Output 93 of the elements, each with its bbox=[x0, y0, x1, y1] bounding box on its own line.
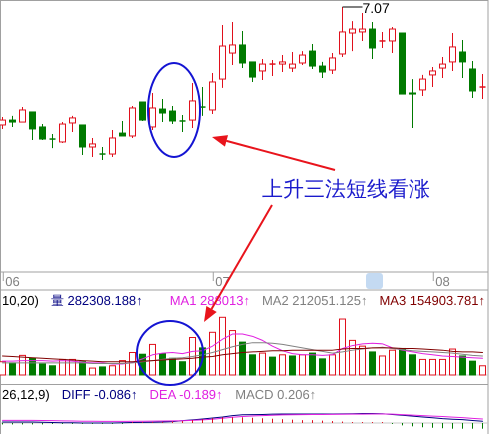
bar bbox=[39, 364, 46, 376]
candlestick bbox=[319, 61, 326, 78]
x-tick-label: 06 bbox=[5, 274, 20, 289]
chart-title: 10,20) bbox=[2, 293, 39, 308]
bar bbox=[279, 354, 286, 376]
candlestick bbox=[79, 124, 86, 156]
bar bbox=[379, 355, 386, 376]
bar bbox=[219, 316, 226, 376]
text: 量 282308.188↑ bbox=[50, 293, 143, 308]
bar bbox=[349, 340, 356, 376]
bar bbox=[239, 342, 246, 376]
bar bbox=[439, 358, 446, 376]
candlestick bbox=[69, 115, 76, 132]
series-label: DEA -0.189↑ bbox=[150, 387, 223, 402]
text: MA3 154903.781↑ bbox=[379, 293, 486, 308]
bar bbox=[289, 355, 296, 376]
candlestick bbox=[449, 32, 456, 72]
candlestick bbox=[259, 58, 266, 80]
candlestick bbox=[9, 115, 16, 128]
candlestick bbox=[59, 122, 66, 144]
candlestick bbox=[149, 92, 156, 131]
bar bbox=[89, 368, 96, 376]
candlestick bbox=[459, 40, 466, 78]
bar bbox=[359, 346, 366, 376]
candlestick bbox=[429, 66, 436, 88]
candlestick bbox=[229, 21, 236, 66]
bar bbox=[429, 358, 436, 376]
bar bbox=[479, 365, 486, 376]
bar bbox=[329, 354, 336, 376]
bar bbox=[0, 361, 6, 376]
candlestick bbox=[409, 78, 416, 129]
text: 上升三法短线看涨 bbox=[262, 178, 430, 201]
bar bbox=[389, 350, 396, 376]
annotation: 7.07 bbox=[362, 0, 390, 16]
candlestick bbox=[279, 54, 286, 73]
bar bbox=[9, 362, 16, 376]
bar bbox=[299, 354, 306, 376]
candlestick bbox=[329, 52, 336, 75]
candlestick bbox=[169, 105, 176, 125]
candlestick bbox=[139, 102, 146, 122]
candlestick bbox=[469, 60, 476, 99]
candlestick bbox=[439, 56, 446, 78]
candlestick bbox=[478, 74, 486, 100]
candlestick bbox=[48, 133, 56, 149]
candlestick bbox=[178, 114, 186, 132]
candlestick bbox=[39, 124, 46, 140]
candlestick bbox=[289, 51, 296, 73]
candlestick bbox=[98, 146, 106, 160]
candlestick bbox=[109, 130, 116, 158]
candlestick bbox=[239, 30, 246, 69]
bar bbox=[209, 332, 216, 376]
candlestick bbox=[189, 82, 196, 129]
candlestick bbox=[369, 21, 376, 60]
bar bbox=[319, 358, 326, 376]
bar bbox=[249, 354, 256, 376]
candlestick bbox=[29, 111, 36, 140]
candlestick bbox=[268, 59, 276, 77]
bar bbox=[469, 360, 476, 376]
bar bbox=[459, 355, 466, 376]
candlestick bbox=[19, 106, 26, 123]
bar bbox=[159, 353, 166, 376]
candlestick bbox=[249, 61, 256, 82]
bar bbox=[269, 356, 276, 376]
chart-title: 26,12,9) bbox=[2, 387, 50, 402]
bar bbox=[109, 365, 116, 376]
bar bbox=[149, 344, 156, 376]
bar bbox=[179, 361, 186, 376]
bar bbox=[259, 352, 266, 376]
candlestick bbox=[419, 74, 426, 97]
bar bbox=[49, 365, 56, 376]
bar bbox=[229, 330, 236, 376]
text: MA2 212051.125↑ bbox=[262, 293, 368, 308]
bar bbox=[339, 318, 346, 376]
candlestick bbox=[339, 6, 346, 58]
candlestick bbox=[0, 116, 6, 130]
candlestick bbox=[359, 12, 366, 42]
candlestick bbox=[349, 20, 356, 52]
bar bbox=[369, 351, 376, 376]
bar bbox=[409, 354, 416, 376]
x-tick-label: 08 bbox=[435, 274, 450, 289]
candlestick bbox=[89, 137, 96, 158]
text: MACD 0.206↑ bbox=[235, 387, 316, 402]
bar bbox=[99, 366, 106, 376]
candlestick bbox=[159, 98, 166, 123]
candlestick bbox=[378, 31, 386, 49]
candlestick bbox=[389, 26, 396, 54]
bar bbox=[309, 352, 316, 376]
candlestick bbox=[119, 120, 126, 136]
candlestick bbox=[309, 44, 316, 70]
bar bbox=[419, 358, 426, 376]
bar bbox=[399, 348, 406, 376]
candlestick bbox=[299, 50, 306, 66]
series-label: DIFF -0.086↑ bbox=[62, 387, 138, 402]
